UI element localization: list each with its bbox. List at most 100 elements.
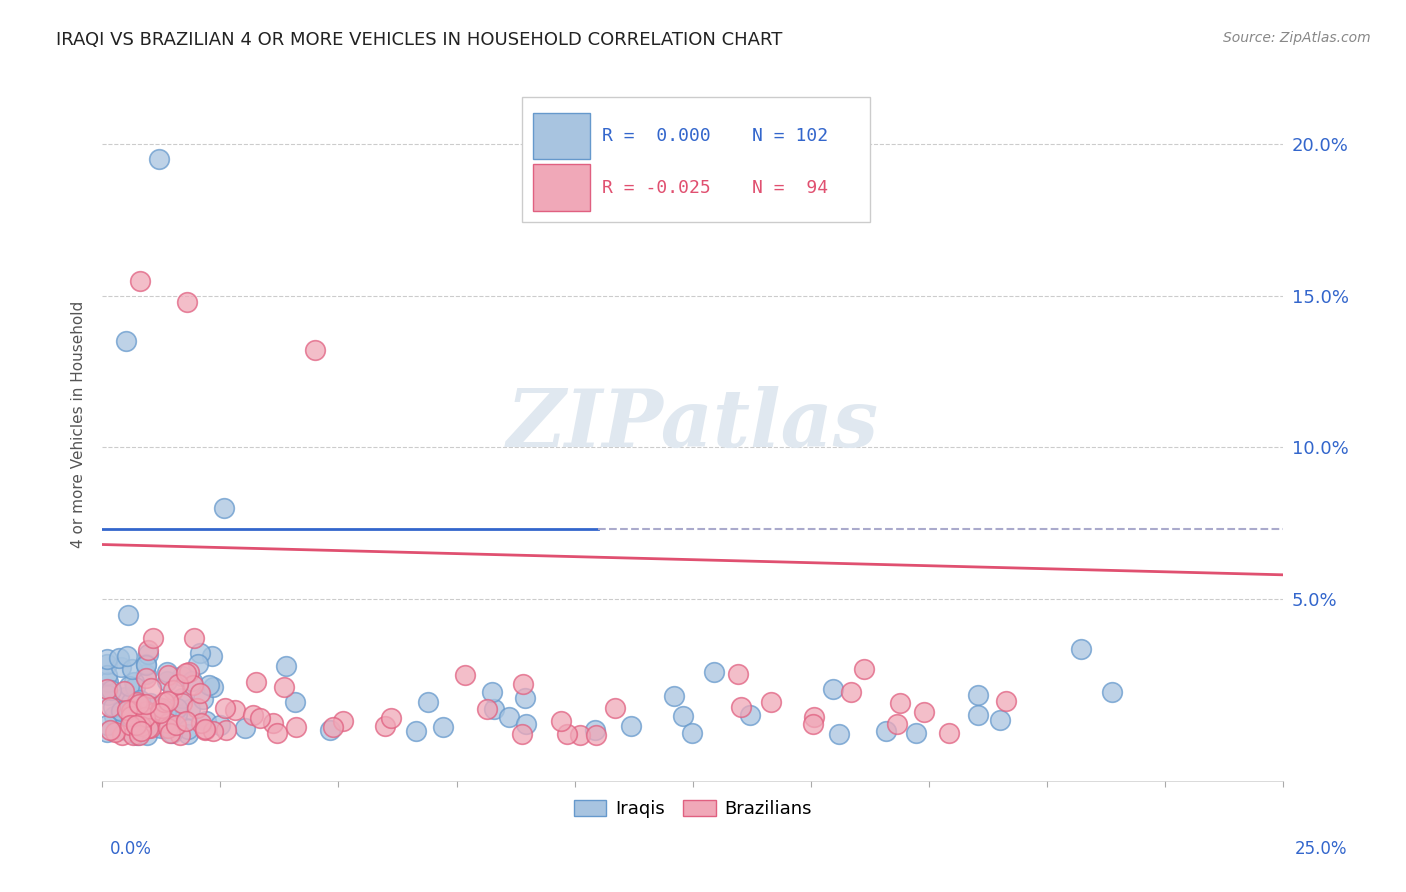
Point — [165, 718, 187, 732]
Point — [115, 334, 138, 349]
Point — [304, 343, 326, 358]
Point — [120, 707, 142, 722]
Point — [201, 648, 224, 663]
Point — [157, 667, 180, 681]
Point — [662, 689, 685, 703]
Point — [142, 709, 165, 723]
Point — [139, 681, 162, 695]
Point — [125, 695, 148, 709]
Point — [135, 671, 157, 685]
Point — [179, 665, 201, 680]
Legend: Iraqis, Brazilians: Iraqis, Brazilians — [567, 793, 820, 825]
Point — [121, 689, 143, 703]
Point — [149, 706, 172, 721]
Point — [155, 704, 177, 718]
Point — [127, 722, 149, 736]
Point — [98, 723, 121, 738]
Point — [156, 716, 179, 731]
Point — [132, 720, 155, 734]
Point — [138, 696, 160, 710]
Point — [127, 697, 149, 711]
Point — [266, 726, 288, 740]
Text: N =  94: N = 94 — [752, 178, 828, 196]
Point — [176, 295, 198, 310]
Point — [482, 702, 505, 716]
Point — [96, 682, 118, 697]
Point — [103, 709, 125, 723]
Point — [103, 699, 125, 714]
Point — [738, 707, 761, 722]
Point — [100, 682, 122, 697]
Point — [114, 690, 136, 704]
Point — [142, 631, 165, 645]
Point — [319, 723, 342, 737]
Point — [284, 695, 307, 709]
Point — [135, 704, 157, 718]
Point — [249, 711, 271, 725]
Point — [124, 674, 146, 689]
Point — [97, 689, 120, 703]
Point — [703, 665, 725, 679]
Point — [1101, 685, 1123, 699]
Text: ZIPatlas: ZIPatlas — [506, 386, 879, 464]
Point — [150, 721, 173, 735]
Point — [120, 709, 142, 723]
Point — [120, 704, 142, 718]
Point — [224, 703, 246, 717]
Point — [156, 694, 179, 708]
Text: R =  0.000: R = 0.000 — [602, 128, 710, 145]
Point — [157, 719, 180, 733]
Point — [512, 677, 534, 691]
Point — [759, 695, 782, 709]
Point — [110, 705, 132, 719]
Point — [193, 691, 215, 706]
Point — [135, 666, 157, 681]
Point — [285, 721, 308, 735]
Point — [194, 723, 217, 738]
Point — [136, 716, 159, 731]
Point — [803, 717, 825, 731]
Point — [416, 695, 439, 709]
Text: 0.0%: 0.0% — [110, 840, 152, 858]
Point — [127, 707, 149, 722]
Point — [681, 725, 703, 739]
Point — [148, 153, 170, 167]
Text: 25.0%: 25.0% — [1295, 840, 1347, 858]
Point — [583, 723, 606, 738]
Point — [875, 724, 897, 739]
Point — [803, 710, 825, 724]
Point — [170, 696, 193, 710]
Point — [142, 698, 165, 713]
Point — [273, 681, 295, 695]
Point — [498, 710, 520, 724]
Point — [131, 716, 153, 731]
Point — [111, 728, 134, 742]
Point — [967, 689, 990, 703]
Point — [183, 632, 205, 646]
Point — [620, 719, 643, 733]
Point — [122, 728, 145, 742]
Point — [994, 694, 1017, 708]
Point — [585, 728, 607, 742]
Point — [214, 500, 236, 515]
Point — [169, 728, 191, 742]
Point — [167, 677, 190, 691]
Point — [912, 705, 935, 719]
Point — [839, 684, 862, 698]
Point — [938, 726, 960, 740]
Point — [174, 665, 197, 680]
Point — [110, 660, 132, 674]
Point — [121, 662, 143, 676]
Point — [603, 701, 626, 715]
Point — [889, 696, 911, 710]
Point — [988, 713, 1011, 727]
Point — [215, 723, 238, 737]
Point — [135, 658, 157, 673]
Point — [127, 695, 149, 709]
Point — [190, 715, 212, 730]
Point — [96, 668, 118, 682]
Point — [152, 695, 174, 709]
Point — [96, 724, 118, 739]
Point — [515, 717, 537, 731]
Point — [322, 720, 344, 734]
